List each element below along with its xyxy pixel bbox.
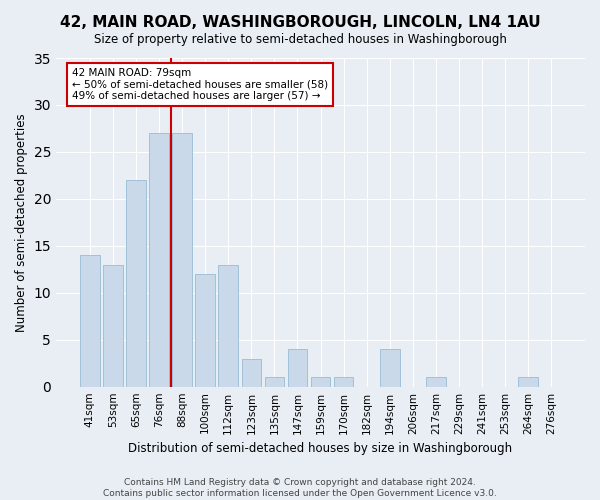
Text: Size of property relative to semi-detached houses in Washingborough: Size of property relative to semi-detach… (94, 32, 506, 46)
Bar (103, 264, 123, 386)
Bar (311, 378, 331, 386)
Bar (218, 264, 238, 386)
Text: 42, MAIN ROAD, WASHINGBOROUGH, LINCOLN, LN4 1AU: 42, MAIN ROAD, WASHINGBOROUGH, LINCOLN, … (59, 15, 541, 30)
Bar (426, 378, 446, 386)
Bar (334, 378, 353, 386)
Bar (196, 274, 215, 386)
Bar (149, 133, 169, 386)
Y-axis label: Number of semi-detached properties: Number of semi-detached properties (15, 113, 28, 332)
Bar (518, 378, 538, 386)
X-axis label: Distribution of semi-detached houses by size in Washingborough: Distribution of semi-detached houses by … (128, 442, 512, 455)
Bar (126, 180, 146, 386)
Text: Contains HM Land Registry data © Crown copyright and database right 2024.
Contai: Contains HM Land Registry data © Crown c… (103, 478, 497, 498)
Text: 42 MAIN ROAD: 79sqm
← 50% of semi-detached houses are smaller (58)
49% of semi-d: 42 MAIN ROAD: 79sqm ← 50% of semi-detach… (72, 68, 328, 101)
Bar (265, 378, 284, 386)
Bar (80, 255, 100, 386)
Bar (242, 358, 261, 386)
Bar (172, 133, 192, 386)
Bar (287, 349, 307, 387)
Bar (380, 349, 400, 387)
